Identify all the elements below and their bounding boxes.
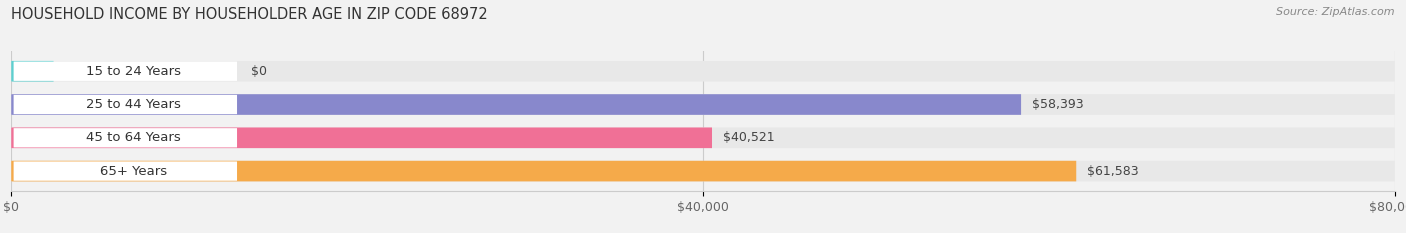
Text: 15 to 24 Years: 15 to 24 Years (86, 65, 181, 78)
FancyBboxPatch shape (11, 161, 1076, 182)
Text: Source: ZipAtlas.com: Source: ZipAtlas.com (1277, 7, 1395, 17)
Text: $58,393: $58,393 (1032, 98, 1084, 111)
FancyBboxPatch shape (11, 61, 1395, 82)
FancyBboxPatch shape (11, 61, 53, 82)
Text: $0: $0 (252, 65, 267, 78)
FancyBboxPatch shape (11, 127, 711, 148)
FancyBboxPatch shape (14, 62, 238, 81)
FancyBboxPatch shape (14, 161, 238, 181)
Text: 25 to 44 Years: 25 to 44 Years (86, 98, 181, 111)
FancyBboxPatch shape (11, 127, 1395, 148)
FancyBboxPatch shape (11, 94, 1021, 115)
FancyBboxPatch shape (14, 95, 238, 114)
Text: $40,521: $40,521 (723, 131, 775, 144)
Text: $61,583: $61,583 (1087, 164, 1139, 178)
Text: 45 to 64 Years: 45 to 64 Years (86, 131, 181, 144)
FancyBboxPatch shape (11, 161, 1395, 182)
FancyBboxPatch shape (11, 94, 1395, 115)
FancyBboxPatch shape (14, 128, 238, 147)
Text: 65+ Years: 65+ Years (100, 164, 167, 178)
Text: HOUSEHOLD INCOME BY HOUSEHOLDER AGE IN ZIP CODE 68972: HOUSEHOLD INCOME BY HOUSEHOLDER AGE IN Z… (11, 7, 488, 22)
